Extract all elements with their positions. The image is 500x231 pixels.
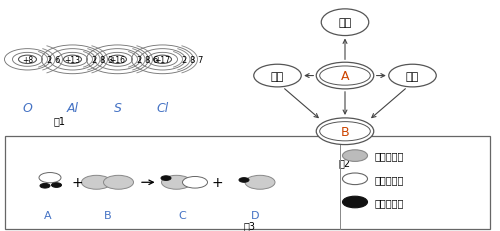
Text: 7: 7 <box>197 56 202 64</box>
Text: +: + <box>212 176 224 189</box>
Text: 图3: 图3 <box>244 220 256 230</box>
Circle shape <box>18 56 36 64</box>
Text: +: + <box>72 176 84 189</box>
Text: B: B <box>340 125 349 138</box>
Text: S: S <box>114 102 122 115</box>
Ellipse shape <box>316 118 374 145</box>
Text: 8: 8 <box>99 56 104 64</box>
Circle shape <box>245 176 275 189</box>
Text: A: A <box>44 210 52 220</box>
Text: O: O <box>22 102 32 115</box>
Text: +16: +16 <box>110 56 126 64</box>
Circle shape <box>342 173 367 185</box>
Circle shape <box>342 150 367 162</box>
Ellipse shape <box>389 65 436 88</box>
Text: Al: Al <box>66 102 78 115</box>
Circle shape <box>64 56 82 64</box>
Text: 6: 6 <box>152 56 158 64</box>
Text: 3: 3 <box>107 56 112 64</box>
Text: A: A <box>341 70 349 83</box>
FancyBboxPatch shape <box>5 136 490 229</box>
Text: 离子: 离子 <box>406 71 419 81</box>
Text: 2: 2 <box>91 56 96 64</box>
Text: 表示氧原子: 表示氧原子 <box>375 174 404 184</box>
Text: Cl: Cl <box>156 102 168 115</box>
Ellipse shape <box>316 63 374 89</box>
Circle shape <box>52 183 62 188</box>
Text: +8: +8 <box>22 56 33 64</box>
Text: 表示氢原子: 表示氢原子 <box>375 197 404 207</box>
Text: B: B <box>104 210 112 220</box>
Circle shape <box>82 176 112 189</box>
Circle shape <box>182 177 208 188</box>
Text: 图1: 图1 <box>54 116 66 125</box>
Ellipse shape <box>321 10 369 36</box>
Circle shape <box>239 178 249 182</box>
Text: D: D <box>251 210 259 220</box>
Text: 2: 2 <box>46 56 52 64</box>
Text: 分子: 分子 <box>271 71 284 81</box>
Circle shape <box>39 173 61 183</box>
Text: 2: 2 <box>136 56 141 64</box>
Text: 8: 8 <box>144 56 150 64</box>
Circle shape <box>162 176 192 189</box>
Text: 2: 2 <box>181 56 186 64</box>
Text: 6: 6 <box>54 56 60 64</box>
Text: +13: +13 <box>64 56 80 64</box>
Text: 8: 8 <box>189 56 194 64</box>
Circle shape <box>108 56 126 64</box>
Circle shape <box>104 176 134 189</box>
Circle shape <box>161 176 171 181</box>
Text: +17: +17 <box>154 56 170 64</box>
Text: 表示氯原子: 表示氯原子 <box>375 151 404 161</box>
Circle shape <box>154 56 172 64</box>
Circle shape <box>342 196 367 208</box>
Text: C: C <box>178 210 186 220</box>
Text: 图2: 图2 <box>339 157 351 167</box>
Circle shape <box>40 184 50 188</box>
Ellipse shape <box>254 65 301 88</box>
Text: 元素: 元素 <box>338 18 351 28</box>
